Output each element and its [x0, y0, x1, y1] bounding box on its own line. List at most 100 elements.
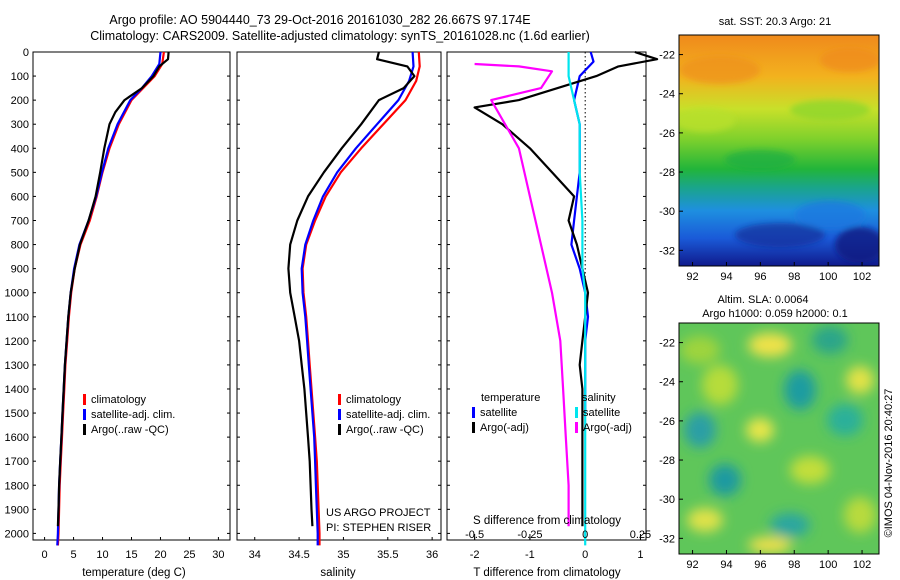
salinity-legend-swatch [338, 409, 341, 420]
sla-map-x-tick-label: 92 [686, 559, 698, 571]
temperature-x-tick-label: 20 [154, 549, 166, 561]
depth-tick-label: 900 [11, 264, 29, 276]
depth-tick-label: 700 [11, 215, 29, 227]
difference-temperature-legend-label: satellite [480, 407, 517, 419]
difference-salinity-legend-swatch [575, 422, 578, 433]
sla-map-y-tick-label: -22 [659, 338, 675, 350]
salinity-argo-raw-qc-line [287, 51, 416, 527]
depth-tick-label: 1600 [5, 432, 29, 444]
salinity-x-tick-label: 34.5 [288, 549, 309, 561]
t-diff-x-tick-label: 1 [637, 549, 643, 561]
s-diff-x-tick-label: 0.25 [630, 529, 651, 541]
salinity-legend-swatch [338, 424, 341, 435]
depth-tick-label: 1000 [5, 288, 29, 300]
depth-tick-label: 1700 [5, 456, 29, 468]
salinity-panel-frame [236, 51, 442, 541]
sla-map-frame [678, 322, 880, 555]
sla-map-y-tick-label: -30 [659, 494, 675, 506]
sst-map-x-tick-label: 100 [819, 271, 837, 283]
project-annotation: US ARGO PROJECT [326, 507, 431, 519]
temperature-legend-label: Argo(..raw -QC) [91, 424, 169, 436]
sla-map-title-line-2: Argo h1000: 0.059 h2000: 0.1 [702, 308, 848, 320]
salinity-legend-label: Argo(..raw -QC) [346, 424, 424, 436]
sst-map-y-tick-label: -24 [659, 89, 675, 101]
temperature-legend-label: satellite-adj. clim. [91, 409, 175, 421]
salinity-legend-label: satellite-adj. clim. [346, 409, 430, 421]
sst-map-x-tick-label: 102 [853, 271, 871, 283]
t-diff-x-tick-label: -1 [525, 549, 535, 561]
axes-layer [32, 34, 880, 555]
salinity-legend-label: climatology [346, 394, 402, 406]
depth-tick-label: 1500 [5, 408, 29, 420]
temperature-x-tick-label: 30 [212, 549, 224, 561]
sst-map-y-tick-label: -30 [659, 206, 675, 218]
sst-map [679, 35, 879, 266]
salinity-legend-swatch [338, 394, 341, 405]
depth-tick-label: 100 [11, 71, 29, 83]
sla-map-x-tick-label: 96 [754, 559, 766, 571]
temperature-legend-swatch [83, 424, 86, 435]
difference-temperature-legend-swatch [472, 422, 475, 433]
difference-salinity-legend-swatch [575, 407, 578, 418]
sla-map-y-tick-label: -28 [659, 455, 675, 467]
temperature-x-tick-label: 15 [125, 549, 137, 561]
sla-map-x-tick-label: 100 [819, 559, 837, 571]
temperature-legend-label: climatology [91, 394, 147, 406]
salinity-satellite-adj-clim-line [300, 51, 415, 546]
temperature-legend-swatch [83, 394, 86, 405]
salinity-x-label: salinity [320, 567, 355, 579]
depth-tick-label: 0 [23, 47, 29, 59]
temperature-x-tick-label: 25 [183, 549, 195, 561]
title-line-2: Climatology: CARS2009. Satellite-adjuste… [90, 29, 590, 43]
sla-map [679, 323, 879, 554]
marks-layer [56, 50, 659, 546]
difference-legend-salinity-title: salinity [582, 392, 616, 404]
sst-map-y-tick-label: -32 [659, 245, 675, 257]
sla-map-y-tick-label: -26 [659, 416, 675, 428]
sst-map-title: sat. SST: 20.3 Argo: 21 [719, 16, 832, 28]
salinity-x-tick-label: 35 [337, 549, 349, 561]
temperature-climatology-line [56, 51, 165, 546]
depth-tick-label: 1900 [5, 504, 29, 516]
temperature-x-tick-label: 10 [96, 549, 108, 561]
sst-map-x-tick-label: 94 [720, 271, 732, 283]
depth-tick-label: 1200 [5, 336, 29, 348]
difference-s-satellite-line [567, 52, 587, 546]
temperature-argo-raw-qc-line [56, 51, 170, 527]
depth-tick-label: 1300 [5, 360, 29, 372]
temperature-x-label: temperature (deg C) [82, 567, 186, 579]
depth-tick-label: 800 [11, 240, 29, 252]
salinity-x-tick-label: 35.5 [377, 549, 398, 561]
salinity-x-tick-label: 34 [249, 549, 261, 561]
sst-map-x-tick-label: 96 [754, 271, 766, 283]
depth-tick-label: 500 [11, 167, 29, 179]
temperature-legend-swatch [83, 409, 86, 420]
difference-s-argo-adj-line [474, 62, 570, 527]
t-diff-x-tick-label: -2 [470, 549, 480, 561]
sla-map-y-tick-label: -24 [659, 377, 675, 389]
text-layer: 0100200300400500600700800900100011001200… [5, 16, 895, 579]
depth-tick-label: 600 [11, 191, 29, 203]
pi-annotation: PI: STEPHEN RISER [326, 522, 431, 534]
salinity-x-tick-label: 36 [426, 549, 438, 561]
temperature-x-tick-label: 5 [70, 549, 76, 561]
difference-salinity-legend-label: Argo(-adj) [583, 422, 632, 434]
depth-tick-label: 2000 [5, 528, 29, 540]
sla-map-x-tick-label: 98 [788, 559, 800, 571]
depth-tick-label: 200 [11, 95, 29, 107]
depth-tick-label: 300 [11, 119, 29, 131]
depth-tick-label: 1800 [5, 480, 29, 492]
difference-panel-frame [446, 51, 647, 541]
s-diff-x-tick-label: 0 [582, 529, 588, 541]
sst-map-x-tick-label: 98 [788, 271, 800, 283]
sst-map-y-tick-label: -28 [659, 167, 675, 179]
sst-map-y-tick-label: -22 [659, 50, 675, 62]
depth-tick-label: 1400 [5, 384, 29, 396]
title-line-1: Argo profile: AO 5904440_73 29-Oct-2016 … [109, 13, 531, 27]
sla-map-y-tick-label: -32 [659, 533, 675, 545]
difference-t-argo-adj-line [473, 50, 659, 527]
temperature-x-tick-label: 0 [42, 549, 48, 561]
sst-map-y-tick-label: -26 [659, 128, 675, 140]
difference-legend-temperature-title: temperature [481, 392, 540, 404]
